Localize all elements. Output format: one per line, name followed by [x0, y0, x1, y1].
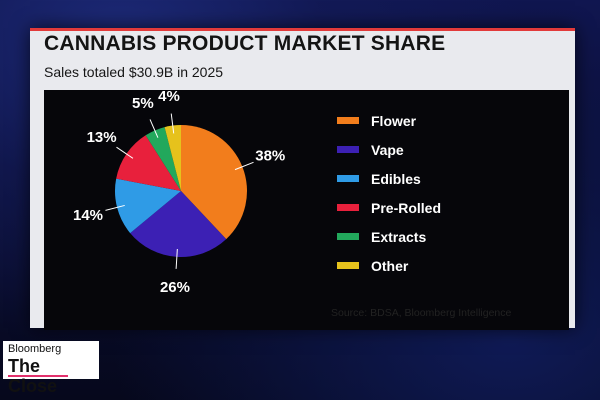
- data-label-edibles: 14%: [73, 207, 103, 224]
- pie-slice-pre-rolled: [116, 135, 181, 191]
- data-label-other: 4%: [158, 88, 180, 105]
- legend-label-vape: Vape: [371, 141, 404, 158]
- legend-item-other: Other: [337, 251, 441, 280]
- data-label-pre-rolled: 13%: [87, 129, 117, 146]
- data-label-flower: 38%: [255, 148, 285, 165]
- pie-slice-flower: [181, 125, 247, 240]
- legend-label-other: Other: [371, 257, 409, 274]
- screen-top-accent: [30, 28, 575, 31]
- pie-slice-edibles: [115, 178, 181, 234]
- legend-swatch-extracts: [337, 233, 359, 240]
- pie-slice-extracts: [145, 127, 181, 191]
- legend-swatch-edibles: [337, 175, 359, 182]
- chart-source: Source: BDSA, Bloomberg Intelligence: [331, 307, 512, 319]
- legend-swatch-flower: [337, 117, 359, 124]
- pie-slice-other: [164, 124, 181, 191]
- logo-show-name: The Close: [8, 356, 58, 396]
- leader-line-other: [170, 113, 175, 134]
- chart-subtitle: Sales totaled $30.9B in 2025: [44, 64, 224, 80]
- legend-swatch-vape: [337, 146, 359, 153]
- chart-screen: [30, 28, 575, 330]
- leader-line-edibles: [105, 204, 125, 211]
- chart-title: CANNABIS PRODUCT MARKET SHARE: [44, 32, 446, 55]
- bloomberg-show-logo: Bloomberg The Close: [3, 341, 99, 396]
- legend-item-pre-rolled: Pre-Rolled: [337, 193, 441, 222]
- legend-item-flower: Flower: [337, 106, 441, 135]
- logo-accent-bar: [8, 375, 68, 377]
- legend-label-pre-rolled: Pre-Rolled: [371, 199, 442, 216]
- chart-legend: Flower Vape Edibles Pre-Rolled Extracts Other: [337, 106, 441, 280]
- legend-item-extracts: Extracts: [337, 222, 441, 251]
- leader-line-pre-rolled: [116, 146, 134, 159]
- legend-label-extracts: Extracts: [371, 228, 427, 245]
- leader-line-flower: [234, 161, 254, 171]
- legend-item-vape: Vape: [337, 135, 441, 164]
- legend-swatch-other: [337, 262, 359, 269]
- legend-label-flower: Flower: [371, 112, 417, 129]
- pie-slice-vape: [130, 191, 227, 257]
- data-label-extracts: 5%: [132, 95, 154, 112]
- logo-brand: Bloomberg: [8, 343, 62, 355]
- legend-item-edibles: Edibles: [337, 164, 441, 193]
- legend-swatch-pre-rolled: [337, 204, 359, 211]
- data-label-vape: 26%: [160, 279, 190, 296]
- leader-line-extracts: [149, 119, 159, 138]
- legend-label-edibles: Edibles: [371, 170, 421, 187]
- leader-line-vape: [175, 248, 178, 269]
